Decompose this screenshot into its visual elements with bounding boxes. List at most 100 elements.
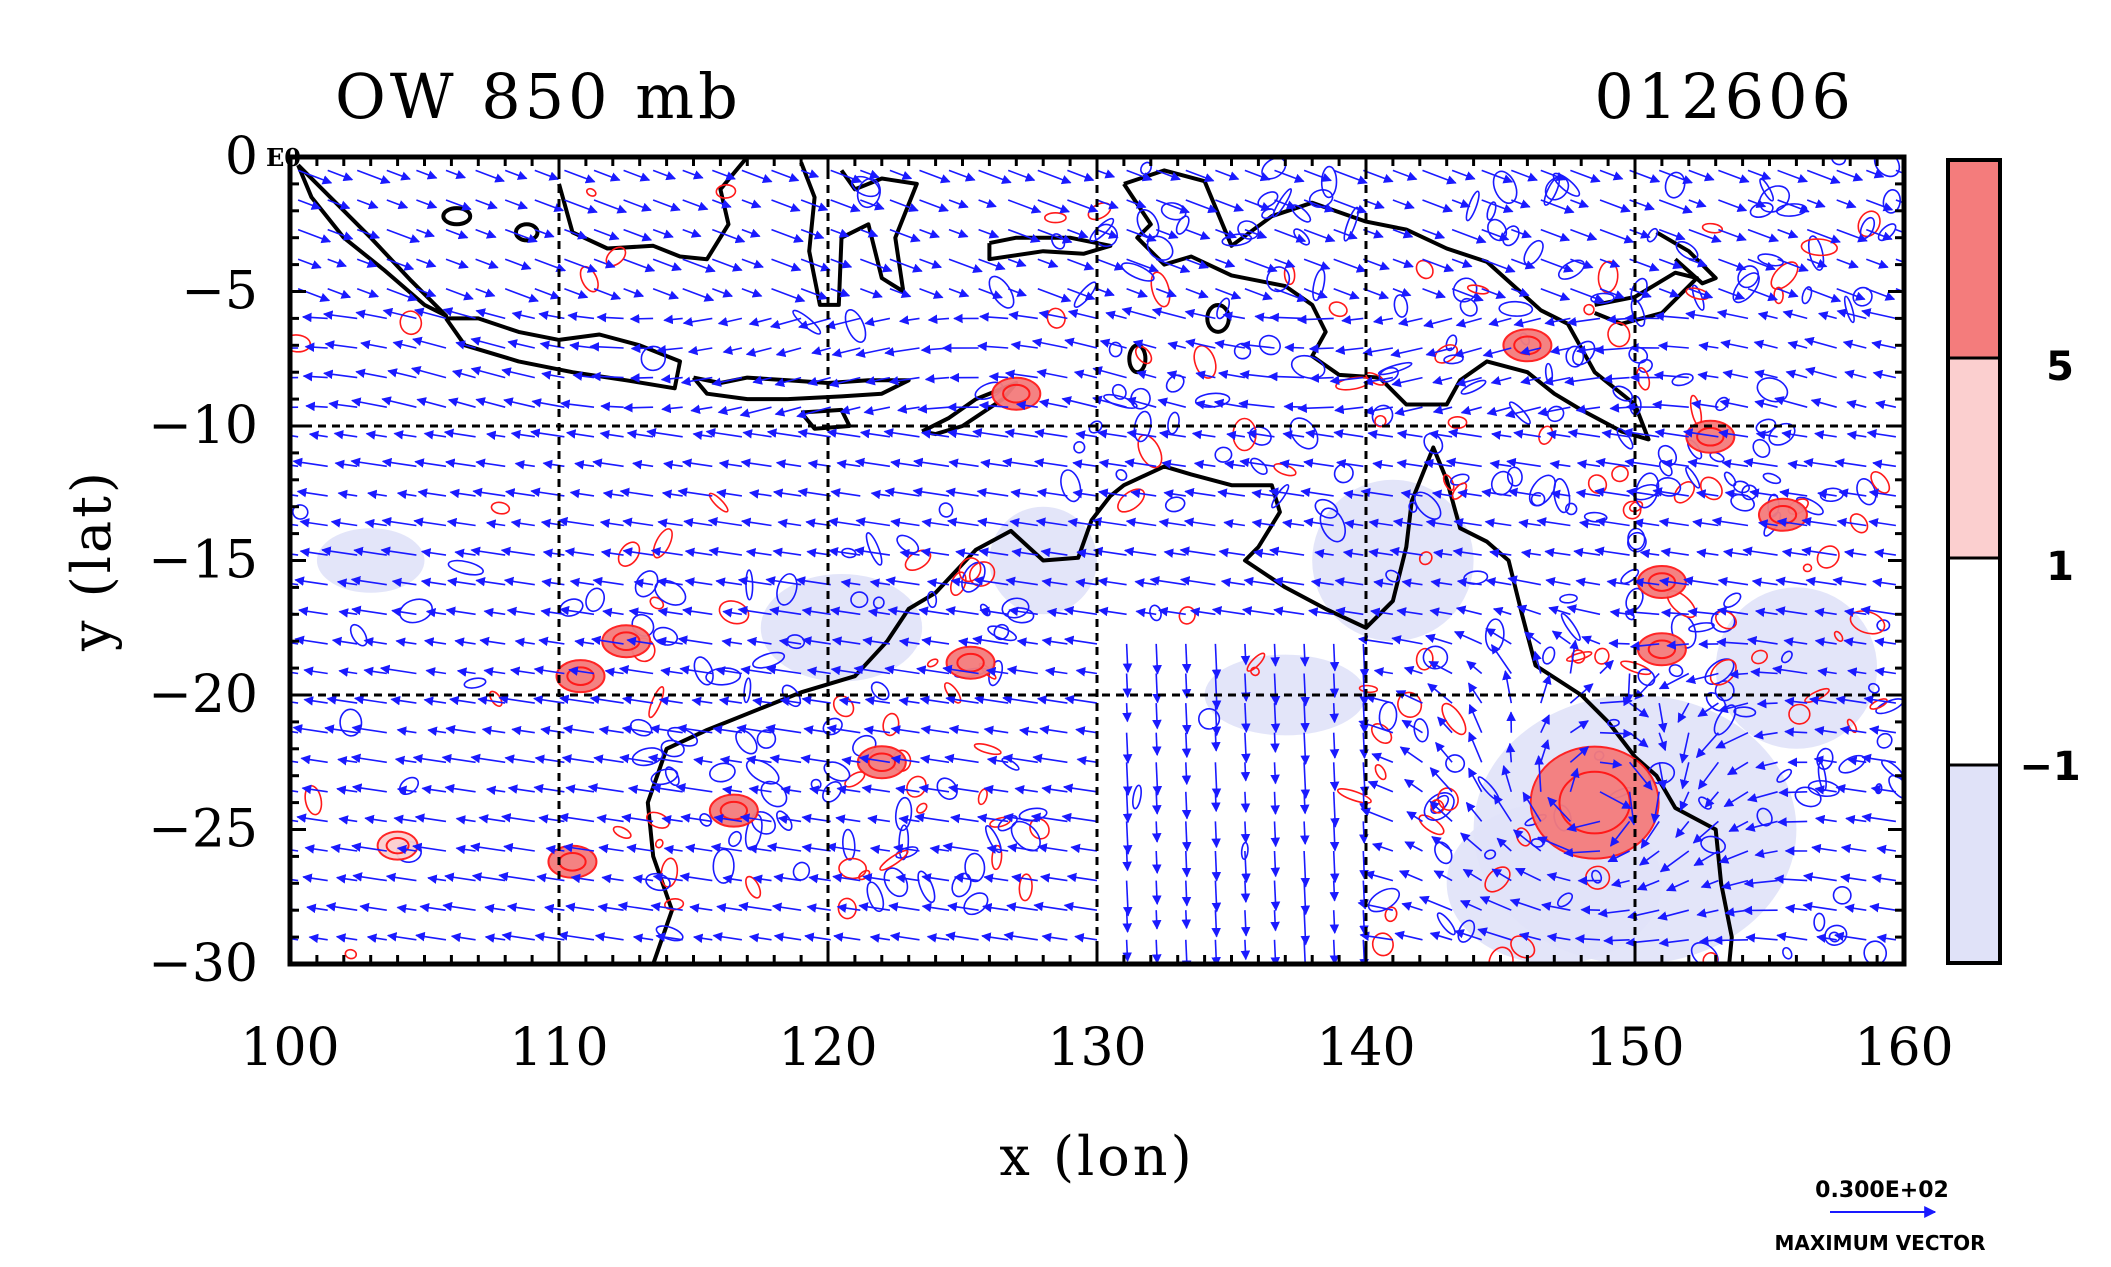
y-tick-label: −5	[181, 262, 258, 322]
wind-vector	[1363, 821, 1364, 843]
positive-ow-feature	[710, 795, 758, 827]
positive-ow-feature	[858, 746, 906, 778]
wind-vector	[1714, 940, 1748, 941]
positive-ow-feature	[1638, 633, 1686, 665]
wind-vector	[1245, 940, 1246, 960]
wind-vector	[1334, 881, 1335, 901]
x-tick-label: 120	[778, 1018, 877, 1078]
positive-ow-feature	[557, 660, 605, 692]
negative-shade-blob	[1312, 480, 1473, 641]
y-tick-label: −25	[148, 800, 258, 860]
positive-ow-feature	[947, 647, 995, 679]
wind-vector	[1275, 733, 1276, 752]
y-axis-label: y (lat)	[60, 469, 123, 652]
wind-vector	[1334, 703, 1335, 722]
vector-legend-value: 0.300E+02	[1815, 1178, 1949, 1203]
wind-vector	[1275, 792, 1276, 814]
wind-vector	[1127, 674, 1128, 698]
wind-vector	[265, 378, 298, 379]
wind-vector	[1609, 643, 1629, 644]
colorbar-label-5: 5	[2046, 344, 2074, 390]
wind-vector	[1778, 821, 1807, 822]
wind-vector	[1156, 910, 1157, 929]
positive-ow-feature	[992, 378, 1040, 410]
wind-vector	[1156, 851, 1157, 873]
wind-vector	[1215, 733, 1216, 751]
positive-ow-feature	[378, 832, 418, 860]
colorbar-segment-high	[1948, 160, 2000, 358]
wind-vector	[1215, 792, 1216, 811]
wind-vector	[632, 348, 653, 349]
positive-ow-feature	[1759, 499, 1807, 531]
y-tick-label: −20	[148, 665, 258, 725]
wind-vector	[1275, 644, 1276, 666]
wind-vector	[1245, 881, 1246, 903]
wind-vector	[1127, 910, 1128, 932]
wind-vector	[1334, 910, 1335, 933]
wind-vector	[631, 318, 653, 319]
wind-vector	[1156, 881, 1157, 905]
wind-vector	[1156, 940, 1157, 963]
x-tick-label: 110	[509, 1018, 608, 1078]
wind-vector	[1304, 792, 1305, 814]
wind-vector	[1156, 733, 1157, 755]
wind-vector	[1275, 762, 1276, 783]
x-tick-label: 160	[1854, 1018, 1953, 1078]
colorbar: 5 1 −1	[1948, 160, 2081, 963]
wind-vector	[631, 378, 653, 379]
wind-vector	[1186, 910, 1187, 928]
title-right: 012606	[1594, 60, 1855, 133]
wind-vector	[1285, 347, 1304, 348]
wind-vector	[1581, 910, 1600, 911]
wind-vector	[1127, 703, 1128, 721]
x-tick-label: 100	[240, 1018, 339, 1078]
colorbar-label-1: 1	[2046, 544, 2074, 590]
x-tick-label: 130	[1047, 1018, 1146, 1078]
wind-vector	[1127, 940, 1128, 961]
wind-vector	[1363, 792, 1364, 812]
wind-vector	[1215, 821, 1216, 847]
wind-vector	[1310, 348, 1334, 349]
colorbar-segment-mid	[1948, 358, 2000, 558]
wind-vector	[1304, 644, 1305, 666]
x-tick-label: 140	[1316, 1018, 1415, 1078]
positive-ow-feature	[1503, 329, 1551, 361]
wind-vector	[1363, 910, 1364, 934]
colorbar-segment-neg	[1948, 765, 2000, 963]
wind-vector	[1779, 792, 1807, 793]
wind-vector	[1156, 821, 1157, 842]
wind-vector	[1785, 732, 1807, 733]
wind-vector	[1186, 762, 1187, 784]
wind-vector	[624, 407, 653, 408]
wind-vector	[1156, 792, 1157, 814]
wind-vector	[1245, 762, 1246, 780]
wind-vector	[1156, 703, 1157, 728]
wind-vector	[1604, 940, 1630, 941]
wind-vector	[1310, 378, 1333, 379]
map-plot-area	[263, 146, 1923, 979]
y-tick-label: 0	[225, 127, 258, 187]
wind-vector	[1758, 703, 1778, 704]
wind-vector	[1127, 851, 1128, 870]
corner-label: E0	[266, 143, 301, 172]
wind-vector	[1304, 821, 1305, 844]
wind-vector	[1186, 851, 1187, 877]
y-tick-label: −15	[148, 531, 258, 591]
wind-vector	[1275, 910, 1276, 930]
title-left: OW 850 mb	[335, 60, 742, 133]
x-tick-label: 150	[1585, 1018, 1684, 1078]
wind-vector	[1245, 821, 1246, 842]
wind-vector	[1186, 881, 1187, 906]
y-tick-labels: 0−5−10−15−20−25−30	[148, 127, 258, 994]
wind-vector	[1284, 406, 1304, 407]
vector-legend: 0.300E+02 MAXIMUM VECTOR	[1774, 1178, 1985, 1255]
colorbar-label-neg1: −1	[2019, 744, 2080, 790]
wind-vector	[1334, 940, 1335, 964]
x-tick-labels: 100 110 120 130 140 150 160	[240, 1018, 1953, 1078]
wind-vector	[1363, 851, 1364, 879]
wind-vector	[601, 406, 623, 407]
y-tick-label: −30	[148, 934, 258, 994]
x-axis-label: x (lon)	[999, 1125, 1194, 1188]
colorbar-segment-zero	[1948, 558, 2000, 765]
